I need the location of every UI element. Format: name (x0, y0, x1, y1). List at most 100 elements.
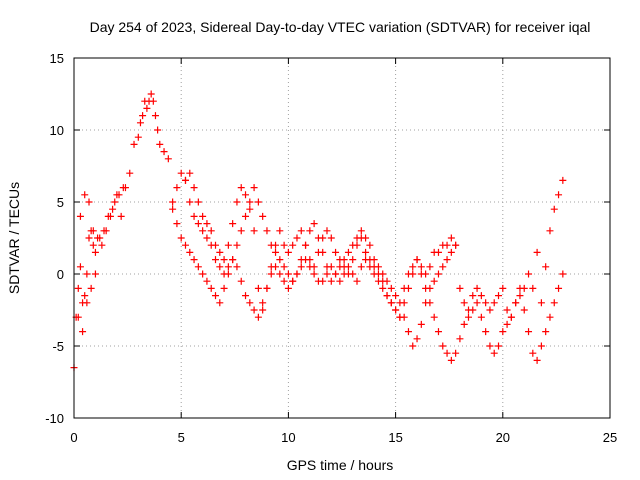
data-point (439, 342, 447, 350)
data-point (267, 241, 275, 249)
data-point (353, 277, 361, 285)
data-point (250, 184, 258, 192)
data-point (349, 256, 357, 264)
data-point (323, 270, 331, 278)
data-point (181, 176, 189, 184)
data-point (81, 191, 89, 199)
x-axis-label: GPS time / hours (287, 457, 394, 473)
data-point (190, 212, 198, 220)
data-point (460, 320, 468, 328)
data-point (203, 220, 211, 228)
data-point (559, 176, 567, 184)
data-point (173, 220, 181, 228)
data-point (186, 198, 194, 206)
y-tick-label: 5 (57, 195, 64, 210)
data-point (136, 119, 144, 127)
data-point (76, 263, 84, 271)
data-point (473, 284, 481, 292)
data-point (456, 284, 464, 292)
data-point (537, 342, 545, 350)
data-point (469, 292, 477, 300)
data-point (490, 299, 498, 307)
y-tick-label: 0 (57, 267, 64, 282)
data-point (280, 277, 288, 285)
data-point (379, 284, 387, 292)
data-point (417, 263, 425, 271)
data-point (486, 342, 494, 350)
data-point (87, 284, 95, 292)
data-point (115, 191, 123, 199)
data-point (434, 328, 442, 336)
data-point (242, 292, 250, 300)
data-point (362, 256, 370, 264)
data-point (194, 198, 202, 206)
data-point (139, 112, 147, 120)
data-point (417, 320, 425, 328)
data-point (74, 284, 82, 292)
x-tick-label: 10 (281, 430, 295, 445)
data-point (186, 248, 194, 256)
data-point (216, 299, 224, 307)
data-point (396, 313, 404, 321)
data-point (344, 263, 352, 271)
data-point (404, 328, 412, 336)
data-point (387, 299, 395, 307)
data-point (220, 256, 228, 264)
data-point (353, 234, 361, 242)
data-point (250, 306, 258, 314)
data-point (340, 256, 348, 264)
data-point (190, 256, 198, 264)
data-point (79, 328, 87, 336)
data-point (203, 234, 211, 242)
data-point (516, 292, 524, 300)
data-points (70, 90, 567, 372)
data-point (263, 227, 271, 235)
data-point (529, 284, 537, 292)
data-point (297, 227, 305, 235)
data-point (452, 241, 460, 249)
data-point (76, 212, 84, 220)
data-point (212, 256, 220, 264)
data-point (537, 299, 545, 307)
data-point (366, 263, 374, 271)
data-point (246, 198, 254, 206)
series-lower (74, 205, 567, 364)
data-point (224, 263, 232, 271)
data-point (542, 263, 550, 271)
data-point (289, 277, 297, 285)
data-point (383, 277, 391, 285)
data-point (119, 184, 127, 192)
data-point (98, 241, 106, 249)
data-point (272, 263, 280, 271)
data-point (357, 263, 365, 271)
data-point (284, 248, 292, 256)
data-point (550, 205, 558, 213)
data-point (426, 299, 434, 307)
data-point (452, 349, 460, 357)
data-point (177, 234, 185, 242)
data-point (254, 284, 262, 292)
data-point (91, 270, 99, 278)
data-point (216, 263, 224, 271)
data-point (102, 227, 110, 235)
data-point (486, 306, 494, 314)
data-point (254, 313, 262, 321)
data-point (143, 104, 151, 112)
data-point (374, 263, 382, 271)
data-point (263, 284, 271, 292)
data-point (370, 256, 378, 264)
data-point (434, 270, 442, 278)
data-point (207, 227, 215, 235)
data-point (111, 198, 119, 206)
data-point (267, 270, 275, 278)
data-point (559, 270, 567, 278)
x-tick-label: 25 (603, 430, 617, 445)
data-point (443, 256, 451, 264)
data-point (272, 248, 280, 256)
data-point (392, 292, 400, 300)
data-point (460, 299, 468, 307)
data-point (349, 270, 357, 278)
data-point (233, 198, 241, 206)
data-point (456, 335, 464, 343)
data-point (499, 328, 507, 336)
